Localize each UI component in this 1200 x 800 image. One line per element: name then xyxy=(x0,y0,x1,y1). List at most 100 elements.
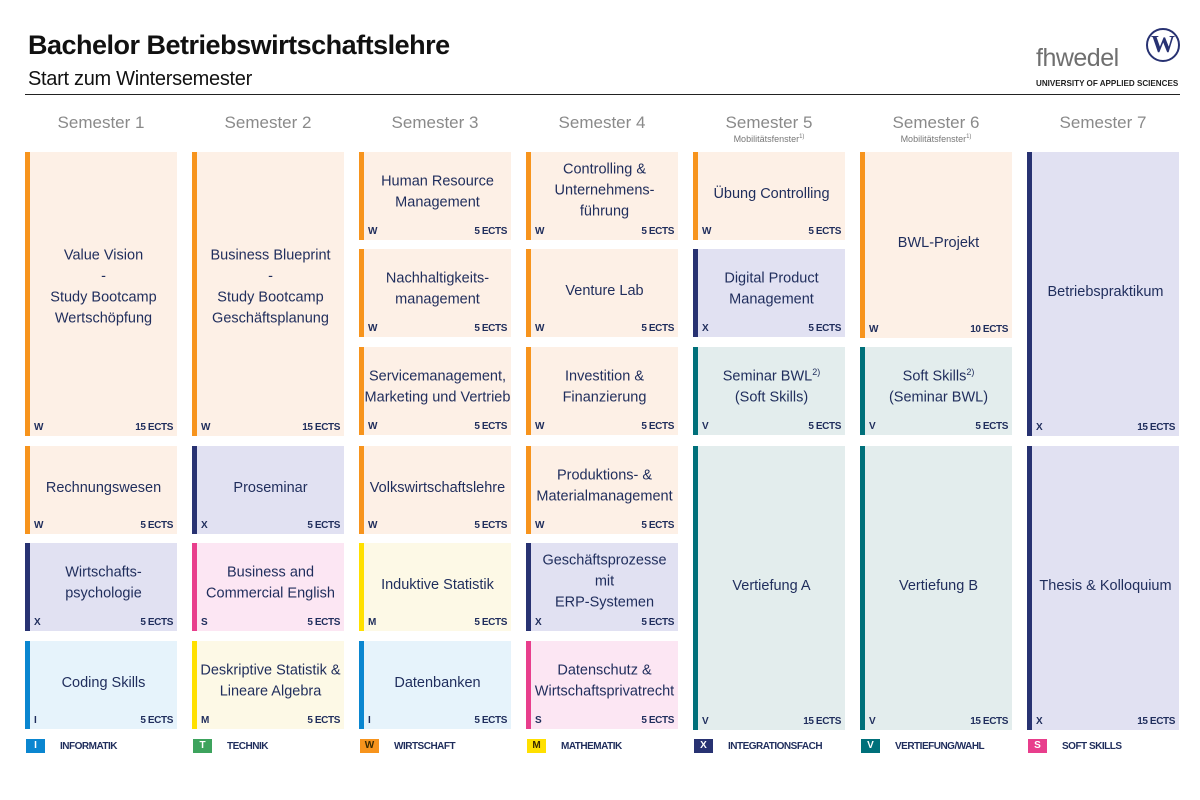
ects-credits: 5 ECTS xyxy=(140,520,173,531)
legend-item-informatik: I INFORMATIK xyxy=(26,739,118,753)
footnote-marker: 2) xyxy=(812,366,821,377)
module-cell: Betriebspraktikum X 15 ECTS xyxy=(1027,152,1179,436)
module-title-line: Servicemanagement, xyxy=(368,368,506,385)
module-cell: Datenbanken I 5 ECTS xyxy=(359,641,511,729)
semester-header-2: Semester 2 xyxy=(192,113,344,133)
module-cell: Coding Skills I 5 ECTS xyxy=(25,641,177,729)
category-code: X xyxy=(201,520,208,531)
module-cell: Vertiefung A V 15 ECTS xyxy=(693,446,845,730)
category-code: W xyxy=(535,226,545,237)
module-title-line: Vertiefung A xyxy=(732,577,811,594)
legend-label: MATHEMATIK xyxy=(561,740,622,752)
legend-item-wirtschaft: W WIRTSCHAFT xyxy=(360,739,456,753)
module-title-line: Datenbanken xyxy=(394,674,481,691)
module-title-line: Marketing und Vertrieb xyxy=(364,389,511,406)
module-title-line: Study Bootcamp xyxy=(50,289,157,306)
legend-swatch: W xyxy=(360,739,379,753)
module-title-line: Wirtschafts- xyxy=(65,564,142,581)
module-title-line: Wirtschaftsprivatrecht xyxy=(534,683,675,700)
ects-credits: 15 ECTS xyxy=(135,421,173,433)
module-cell: Soft Skills2) (Seminar BWL) V 5 ECTS xyxy=(860,347,1012,435)
module-title-line: Vertiefung B xyxy=(899,577,978,594)
category-code: S xyxy=(201,617,208,628)
category-code: M xyxy=(368,617,377,628)
fh-wedel-logo: fhwedel W UNIVERSITY OF APPLIED SCIENCES xyxy=(1034,28,1180,90)
module-title-line: - xyxy=(101,268,106,285)
module-title-line: Finanzierung xyxy=(562,389,647,406)
module-title-line: BWL-Projekt xyxy=(897,234,980,251)
category-code: W xyxy=(201,421,211,433)
mobility-window-note: Mobilitätsfenster1) xyxy=(693,134,845,144)
legend-swatch: S xyxy=(1028,739,1047,753)
category-code: X xyxy=(535,617,542,628)
category-code: X xyxy=(1036,421,1043,433)
ects-credits: 5 ECTS xyxy=(474,617,507,628)
module-title-line: Rechnungswesen xyxy=(45,479,162,496)
module-title-line: führung xyxy=(579,203,630,220)
module-title-line: Venture Lab xyxy=(565,282,644,299)
semester-header-7: Semester 7 xyxy=(1027,113,1179,133)
category-code: W xyxy=(368,226,378,237)
ects-credits: 5 ECTS xyxy=(140,715,173,726)
module-title-line: Commercial English xyxy=(206,585,335,602)
category-code: W xyxy=(535,520,545,531)
module-cell: Produktions- & Materialmanagement W 5 ECTS xyxy=(526,446,678,534)
logo-tagline: UNIVERSITY OF APPLIED SCIENCES xyxy=(1036,78,1179,88)
module-title-line: Digital Product xyxy=(724,270,819,287)
module-cell: BWL-Projekt W 10 ECTS xyxy=(860,152,1012,338)
category-code: V xyxy=(702,715,709,727)
module-title-line: Value Vision xyxy=(63,247,144,264)
legend-swatch: V xyxy=(861,739,880,753)
module-title-line: Betriebspraktikum xyxy=(1047,283,1164,300)
ects-credits: 5 ECTS xyxy=(307,520,340,531)
semester-label: Semester 2 xyxy=(224,113,312,132)
module-title-line: Study Bootcamp xyxy=(217,289,324,306)
module-title-line: Controlling & xyxy=(562,161,646,178)
footnote-marker: 1) xyxy=(799,134,805,140)
module-title-line: - xyxy=(268,268,273,285)
module-title: Servicemanagement, Marketing und Vertrieb xyxy=(364,367,511,409)
module-title: Vertiefung B xyxy=(865,576,1012,597)
category-code: W xyxy=(535,421,545,432)
ects-credits: 5 ECTS xyxy=(641,520,674,531)
module-title: Volkswirtschaftslehre xyxy=(364,478,511,499)
module-title: Investition & Finanzierung xyxy=(531,367,678,409)
module-title: Betriebspraktikum xyxy=(1032,282,1179,303)
module-title-line: Coding Skills xyxy=(61,674,146,691)
ects-credits: 5 ECTS xyxy=(474,421,507,432)
ects-credits: 15 ECTS xyxy=(1137,715,1175,727)
module-title: Coding Skills xyxy=(30,673,177,694)
ects-credits: 15 ECTS xyxy=(970,715,1008,727)
legend-item-integrationsfach: X INTEGRATIONSFACH xyxy=(694,739,823,753)
module-title: Human Resource Management xyxy=(364,172,511,214)
module-title-line: Induktive Statistik xyxy=(381,576,494,593)
module-title-line: Geschäftsplanung xyxy=(212,310,329,327)
module-title: Datenschutz & Wirtschaftsprivatrecht xyxy=(531,661,678,703)
ects-credits: 15 ECTS xyxy=(803,715,841,727)
note-text: Mobilitätsfenster xyxy=(900,134,967,144)
legend-item-mathematik: M MATHEMATIK xyxy=(527,739,622,753)
ects-credits: 5 ECTS xyxy=(641,715,674,726)
legend-item-vertiefung-wahl: V VERTIEFUNG/WAHL xyxy=(861,739,985,753)
module-title: Digital Product Management xyxy=(698,269,845,311)
module-title: BWL-Projekt xyxy=(865,233,1012,254)
ects-credits: 15 ECTS xyxy=(302,421,340,433)
module-title: Business Blueprint - Study Bootcamp Geschäf… xyxy=(197,245,344,329)
module-title-line: psychologie xyxy=(65,585,142,602)
module-cell: Business and Commercial English S 5 ECTS xyxy=(192,543,344,631)
module-title: Soft Skills2) (Seminar BWL) xyxy=(865,367,1012,409)
legend-swatch: T xyxy=(193,739,212,753)
module-cell: Thesis & Kolloquium X 15 ECTS xyxy=(1027,446,1179,730)
ects-credits: 5 ECTS xyxy=(641,421,674,432)
semester-header-4: Semester 4 xyxy=(526,113,678,133)
category-code: W xyxy=(368,421,378,432)
module-title-line: Nachhaltigkeits- xyxy=(385,270,490,287)
module-title-line: Business and xyxy=(226,564,315,581)
module-title-line: management xyxy=(395,291,480,308)
module-cell: Human Resource Management W 5 ECTS xyxy=(359,152,511,240)
module-cell: Digital Product Management X 5 ECTS xyxy=(693,249,845,337)
module-cell: Datenschutz & Wirtschaftsprivatrecht S 5 EC… xyxy=(526,641,678,729)
module-title-line: Volkswirtschaftslehre xyxy=(369,479,506,496)
category-code: X xyxy=(1036,715,1043,727)
module-title-line: Soft Skills xyxy=(902,368,967,385)
